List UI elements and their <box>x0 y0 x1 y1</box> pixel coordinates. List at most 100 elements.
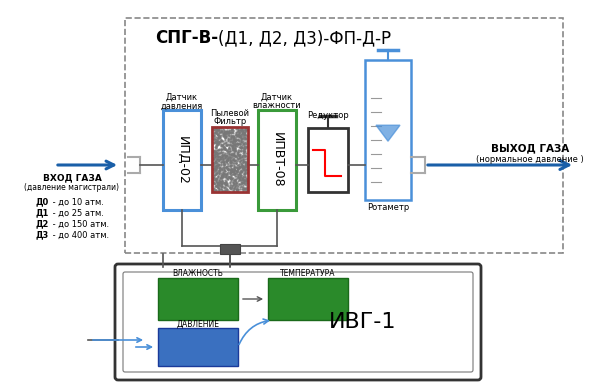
Point <box>209 156 219 162</box>
Point <box>235 174 245 181</box>
Point <box>238 156 248 162</box>
Point <box>229 165 239 172</box>
Point <box>213 162 223 168</box>
Point <box>242 178 251 184</box>
Point <box>238 163 247 169</box>
Text: Датчик: Датчик <box>261 92 293 101</box>
Point <box>226 165 236 171</box>
Point <box>232 188 242 194</box>
Point <box>214 167 224 174</box>
Point <box>212 175 221 181</box>
Point <box>235 155 244 161</box>
Point <box>234 147 244 153</box>
Point <box>235 176 244 182</box>
Point <box>225 185 235 191</box>
Point <box>221 165 230 171</box>
Point <box>216 175 226 181</box>
Point <box>223 166 232 172</box>
Point <box>226 185 235 191</box>
Point <box>220 140 230 146</box>
Point <box>236 138 246 145</box>
Point <box>229 165 239 171</box>
Point <box>208 147 218 153</box>
Point <box>218 173 227 179</box>
Point <box>230 135 239 142</box>
Point <box>231 143 241 149</box>
Point <box>238 151 247 158</box>
Point <box>216 184 226 190</box>
Point <box>221 134 230 140</box>
Text: влажности: влажности <box>253 101 301 110</box>
Point <box>238 180 247 186</box>
Point <box>214 125 224 131</box>
Point <box>220 155 230 161</box>
Point <box>236 126 246 132</box>
Point <box>232 134 241 140</box>
Point <box>215 150 224 156</box>
Point <box>242 170 251 176</box>
Point <box>235 129 245 135</box>
Point <box>239 167 249 174</box>
Point <box>236 183 246 189</box>
Point <box>236 133 246 139</box>
Point <box>235 177 245 183</box>
Point <box>229 134 239 140</box>
Point <box>215 171 224 177</box>
Point <box>226 156 235 163</box>
Point <box>231 129 241 135</box>
Point <box>238 164 248 170</box>
Text: Датчик: Датчик <box>166 92 198 101</box>
Point <box>215 165 225 171</box>
Point <box>227 126 236 132</box>
Point <box>212 163 222 169</box>
Point <box>222 176 232 182</box>
Point <box>242 185 251 191</box>
Point <box>229 135 239 141</box>
Point <box>240 129 250 135</box>
Point <box>227 175 236 181</box>
Text: - до 25 атм.: - до 25 атм. <box>50 209 104 218</box>
Point <box>241 164 250 170</box>
Point <box>241 166 251 172</box>
Point <box>215 179 224 185</box>
Point <box>225 167 235 173</box>
Point <box>235 129 244 135</box>
Point <box>212 178 221 184</box>
Point <box>230 176 239 182</box>
Point <box>237 162 247 168</box>
Point <box>214 147 224 153</box>
Point <box>238 174 247 181</box>
Point <box>230 147 239 153</box>
Point <box>239 178 249 184</box>
Point <box>212 169 221 176</box>
Point <box>212 160 222 166</box>
Point <box>214 184 223 190</box>
Point <box>241 172 250 179</box>
Point <box>242 159 251 165</box>
Point <box>214 129 223 135</box>
Point <box>233 173 243 179</box>
Text: ИПВТ-08: ИПВТ-08 <box>271 132 284 188</box>
Point <box>218 130 228 136</box>
Point <box>242 164 252 170</box>
Point <box>240 169 250 175</box>
Point <box>211 187 220 193</box>
Point <box>239 131 248 137</box>
Point <box>227 129 236 136</box>
Point <box>238 165 247 172</box>
Point <box>209 127 219 133</box>
Point <box>226 176 236 183</box>
Point <box>212 177 221 183</box>
Point <box>227 171 237 177</box>
Point <box>213 127 223 133</box>
Point <box>217 149 226 155</box>
Point <box>238 142 247 148</box>
Point <box>230 167 239 173</box>
Point <box>222 166 232 172</box>
Point <box>242 176 251 182</box>
Point <box>242 127 251 133</box>
Bar <box>163 110 201 210</box>
Point <box>220 167 229 173</box>
Point <box>214 179 223 186</box>
Point <box>235 176 245 182</box>
